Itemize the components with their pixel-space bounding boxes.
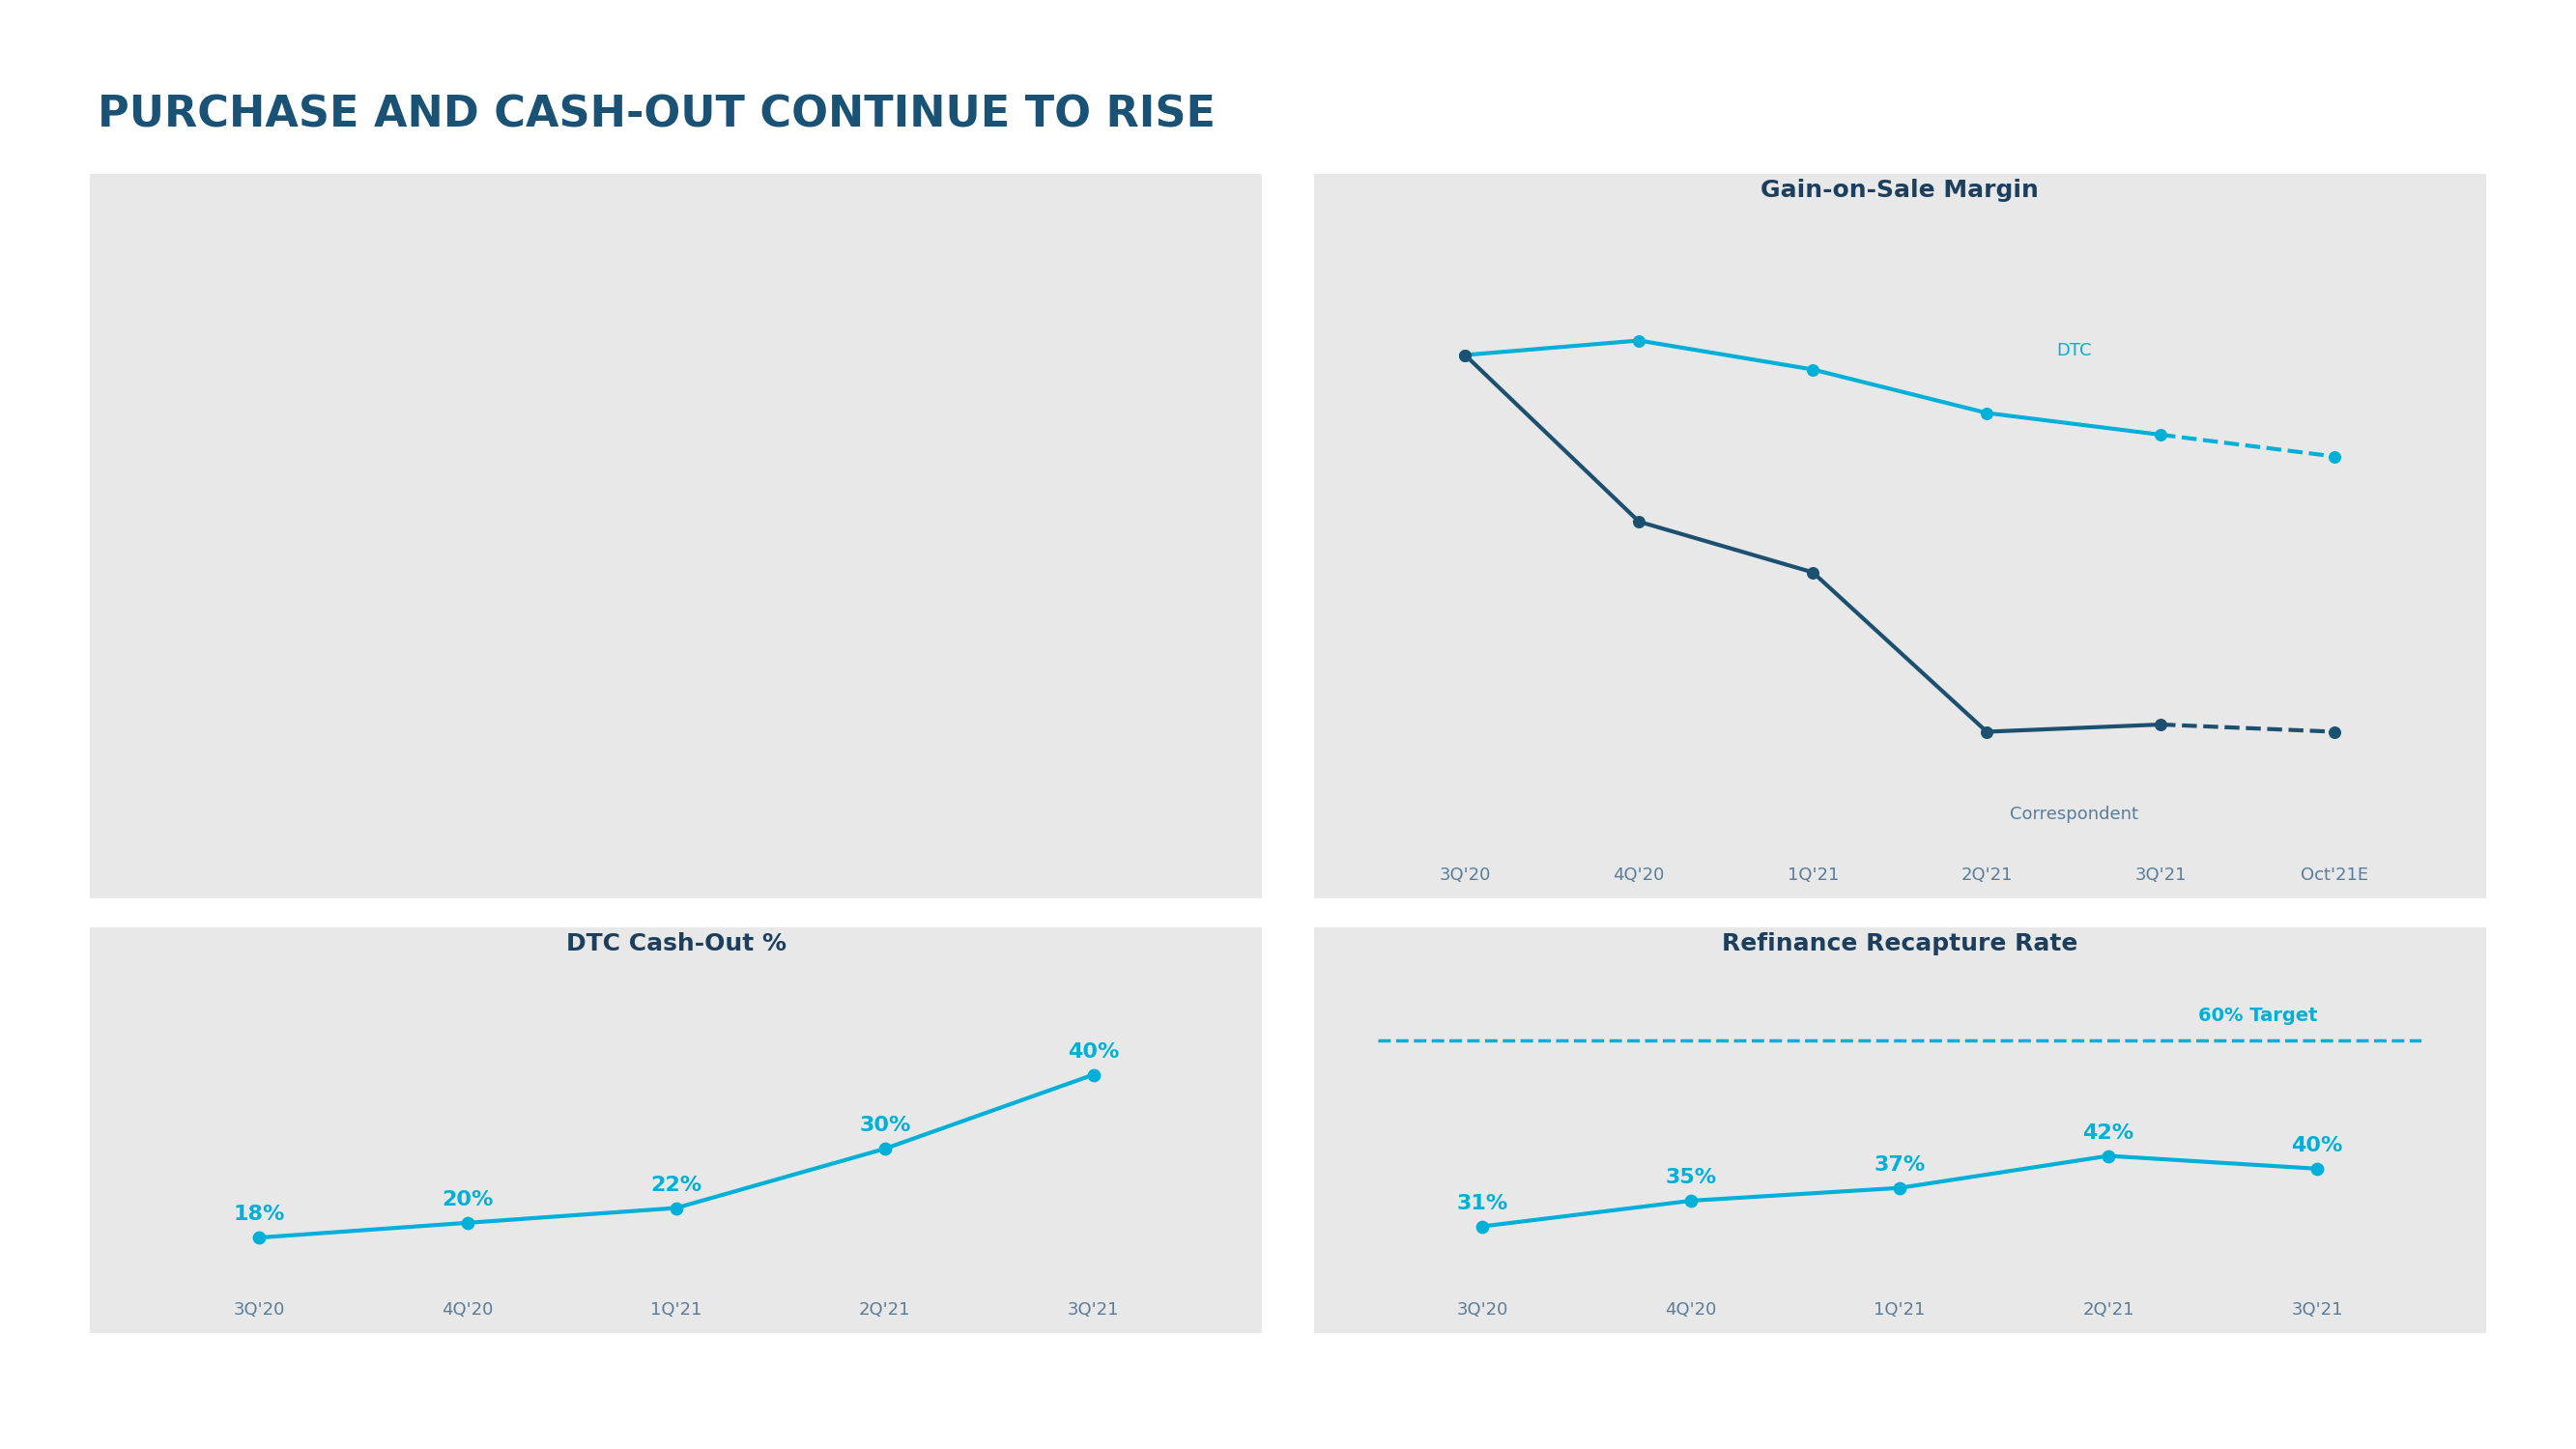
Point — [448, 617, 489, 640]
Text: PURCHASE AND CASH-OUT CONTINUE TO RISE: PURCHASE AND CASH-OUT CONTINUE TO RISE — [98, 94, 1216, 136]
Text: 43%: 43% — [860, 468, 909, 487]
Point — [2141, 423, 2182, 446]
Title: Gain-on-Sale Margin: Gain-on-Sale Margin — [1762, 178, 2038, 201]
Title: Correspondent Purchase Mix %: Correspondent Purchase Mix % — [464, 178, 889, 201]
Text: 22%: 22% — [652, 1175, 701, 1194]
Point — [1445, 343, 1486, 367]
Point — [1618, 329, 1659, 352]
Point — [866, 1137, 907, 1161]
Text: DTC: DTC — [2056, 342, 2092, 359]
Point — [2313, 445, 2354, 468]
Text: 40%: 40% — [1066, 1042, 1121, 1061]
Point — [866, 490, 907, 513]
Point — [2089, 1145, 2130, 1168]
Title: Refinance Recapture Rate: Refinance Recapture Rate — [1721, 932, 2079, 955]
Point — [1074, 345, 1115, 368]
Text: 30%: 30% — [858, 1116, 912, 1136]
Point — [2141, 713, 2182, 736]
Point — [1463, 1214, 1504, 1237]
Text: 40%: 40% — [2290, 1136, 2344, 1155]
Text: 60% Target: 60% Target — [2197, 1007, 2318, 1024]
Point — [654, 704, 696, 727]
Point — [1965, 720, 2007, 743]
Title: DTC Cash-Out %: DTC Cash-Out % — [567, 932, 786, 955]
Point — [1618, 510, 1659, 533]
Text: 20%: 20% — [440, 1190, 495, 1210]
Text: 18%: 18% — [232, 1206, 286, 1224]
Point — [237, 549, 281, 572]
Point — [2298, 1158, 2339, 1181]
Point — [654, 1197, 696, 1220]
Text: 37%: 37% — [234, 526, 283, 545]
Text: 10  |: 10 | — [33, 1394, 75, 1414]
Point — [2313, 720, 2354, 743]
Text: 37%: 37% — [1875, 1155, 1924, 1175]
Point — [1793, 358, 1834, 381]
Point — [1074, 1064, 1115, 1087]
Text: 30%: 30% — [440, 594, 495, 613]
Point — [237, 1226, 281, 1249]
Text: Correspondent: Correspondent — [2009, 806, 2138, 823]
Point — [1445, 343, 1486, 367]
Text: 35%: 35% — [1667, 1168, 1716, 1187]
Text: 21%: 21% — [652, 681, 701, 701]
Point — [1880, 1177, 1922, 1200]
Point — [1672, 1190, 1713, 1213]
Point — [1965, 401, 2007, 425]
Text: Mr.CooperGroup: Mr.CooperGroup — [2303, 1394, 2499, 1414]
Point — [448, 1211, 489, 1235]
Text: 31%: 31% — [1458, 1194, 1507, 1213]
Text: 58%: 58% — [1069, 322, 1118, 341]
Point — [1793, 561, 1834, 584]
Text: 42%: 42% — [2084, 1123, 2133, 1142]
